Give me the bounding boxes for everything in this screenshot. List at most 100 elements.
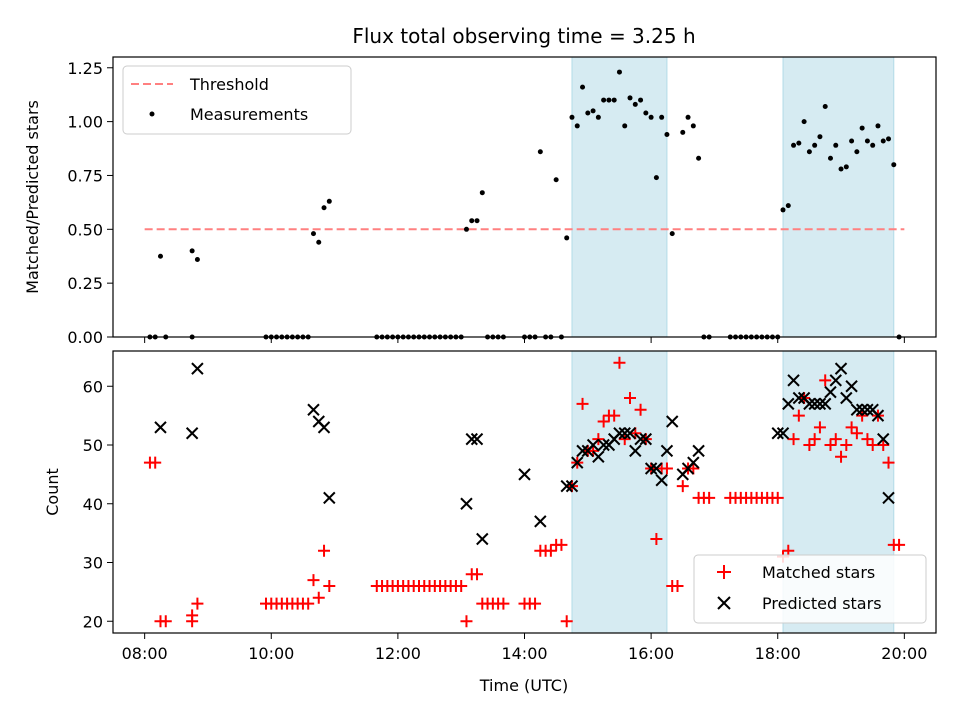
measurement-point bbox=[474, 218, 480, 224]
ratio-ytick-label: 0.50 bbox=[67, 220, 103, 239]
measurement-point bbox=[843, 164, 849, 170]
count-ytick-label: 40 bbox=[83, 495, 103, 514]
count-legend: Matched stars Predicted stars bbox=[693, 554, 927, 624]
matched-star-point bbox=[544, 544, 557, 557]
measurement-point bbox=[606, 97, 612, 103]
predicted-star-point bbox=[782, 397, 795, 411]
predicted-star-point bbox=[803, 397, 816, 411]
measurement-point bbox=[616, 69, 622, 75]
matched-star-point bbox=[882, 456, 895, 469]
predicted-star-point bbox=[776, 427, 790, 440]
predicted-star-point bbox=[813, 397, 827, 411]
legend-measurements-swatch bbox=[149, 111, 155, 117]
matched-star-point bbox=[877, 439, 890, 451]
count-panel-frame bbox=[112, 350, 937, 634]
legend-predicted-label: Predicted stars bbox=[762, 594, 882, 613]
matched-star-point bbox=[307, 574, 320, 587]
matched-star-point bbox=[497, 597, 510, 610]
predicted-star-point bbox=[613, 427, 626, 440]
measurement-point bbox=[622, 123, 628, 129]
chart-title: Flux total observing time = 3.25 h bbox=[352, 24, 695, 48]
matched-star-point bbox=[856, 409, 869, 422]
measurement-point bbox=[827, 155, 833, 161]
measurement-point bbox=[880, 138, 886, 144]
count-panel-ylabel: Count bbox=[43, 468, 62, 516]
ratio-panel: 0.00 0.25 0.50 0.75 1.00 1.25 Matched/Predict… bbox=[23, 56, 937, 347]
matched-star-point bbox=[850, 427, 863, 440]
ratio-ytick-label: 0.75 bbox=[67, 166, 103, 185]
measurement-point bbox=[157, 253, 163, 259]
legend-measurements-label: Measurements bbox=[190, 105, 308, 124]
legend-matched-label: Matched stars bbox=[762, 563, 875, 582]
predicted-star-point bbox=[834, 362, 848, 375]
count-ytick-label: 30 bbox=[83, 554, 103, 573]
observing-span-1 bbox=[571, 350, 668, 634]
matched-star-point bbox=[813, 421, 826, 434]
observing-span-1 bbox=[571, 56, 668, 338]
matched-star-point bbox=[460, 615, 473, 628]
matched-star-point bbox=[592, 433, 605, 446]
measurement-point bbox=[817, 134, 823, 140]
measurement-point bbox=[685, 114, 691, 120]
predicted-star-point bbox=[655, 474, 668, 487]
measurement-point bbox=[463, 226, 469, 232]
measurement-point bbox=[680, 129, 686, 135]
predicted-star-point bbox=[565, 479, 579, 493]
predicted-star-point bbox=[808, 397, 821, 411]
predicted-star-point bbox=[470, 432, 484, 446]
ratio-ytick-label: 1.25 bbox=[67, 59, 103, 78]
predicted-star-point bbox=[571, 456, 584, 469]
x-tick-label: 16:00 bbox=[628, 644, 674, 663]
measurement-point bbox=[595, 114, 601, 120]
measurement-point bbox=[469, 218, 475, 224]
x-tick-label: 14:00 bbox=[501, 644, 547, 663]
predicted-star-point bbox=[861, 403, 874, 416]
measurement-point bbox=[669, 231, 675, 237]
matched-star-point bbox=[318, 544, 331, 557]
measurement-point bbox=[875, 123, 881, 129]
predicted-star-point bbox=[692, 444, 705, 458]
matched-star-point bbox=[624, 392, 637, 404]
predicted-star-point bbox=[771, 427, 784, 440]
measurement-point bbox=[785, 203, 791, 209]
measurement-point bbox=[643, 110, 649, 116]
measurement-point bbox=[590, 108, 596, 114]
predicted-star-point bbox=[518, 468, 531, 481]
predicted-star-point bbox=[644, 462, 658, 475]
predicted-star-point bbox=[877, 432, 890, 446]
matched-star-point bbox=[660, 462, 673, 475]
measurement-point bbox=[690, 123, 696, 129]
matched-star-point bbox=[608, 409, 621, 422]
predicted-star-point bbox=[576, 444, 589, 458]
predicted-star-point bbox=[154, 421, 167, 434]
predicted-star-point bbox=[660, 444, 674, 458]
predicted-star-point bbox=[634, 432, 647, 446]
predicted-star-point bbox=[618, 427, 631, 440]
predicted-star-point bbox=[597, 438, 610, 452]
matched-star-point bbox=[819, 374, 832, 387]
predicted-star-point bbox=[819, 397, 832, 411]
measurement-point bbox=[864, 138, 870, 144]
matched-star-point bbox=[845, 421, 858, 434]
predicted-star-point bbox=[592, 450, 605, 463]
predicted-star-point bbox=[560, 479, 573, 493]
matched-star-point bbox=[186, 609, 199, 622]
predicted-star-point bbox=[850, 403, 864, 416]
matched-star-point bbox=[650, 533, 663, 545]
matched-star-point bbox=[618, 433, 631, 446]
matched-star-point bbox=[840, 439, 853, 451]
legend-matched-swatch bbox=[717, 565, 731, 579]
predicted-star-point bbox=[639, 432, 653, 446]
matched-star-point bbox=[703, 491, 716, 504]
matched-star-point bbox=[803, 439, 816, 451]
measurement-point bbox=[806, 149, 812, 155]
predicted-star-point bbox=[629, 444, 642, 458]
matched-star-point bbox=[455, 580, 468, 592]
measurement-point bbox=[569, 114, 575, 120]
measurement-point bbox=[833, 142, 839, 148]
measurement-point bbox=[627, 95, 633, 101]
predicted-star-point bbox=[666, 415, 679, 428]
measurement-point bbox=[664, 132, 670, 138]
predicted-star-point bbox=[465, 432, 478, 446]
matched-star-point bbox=[529, 597, 542, 610]
